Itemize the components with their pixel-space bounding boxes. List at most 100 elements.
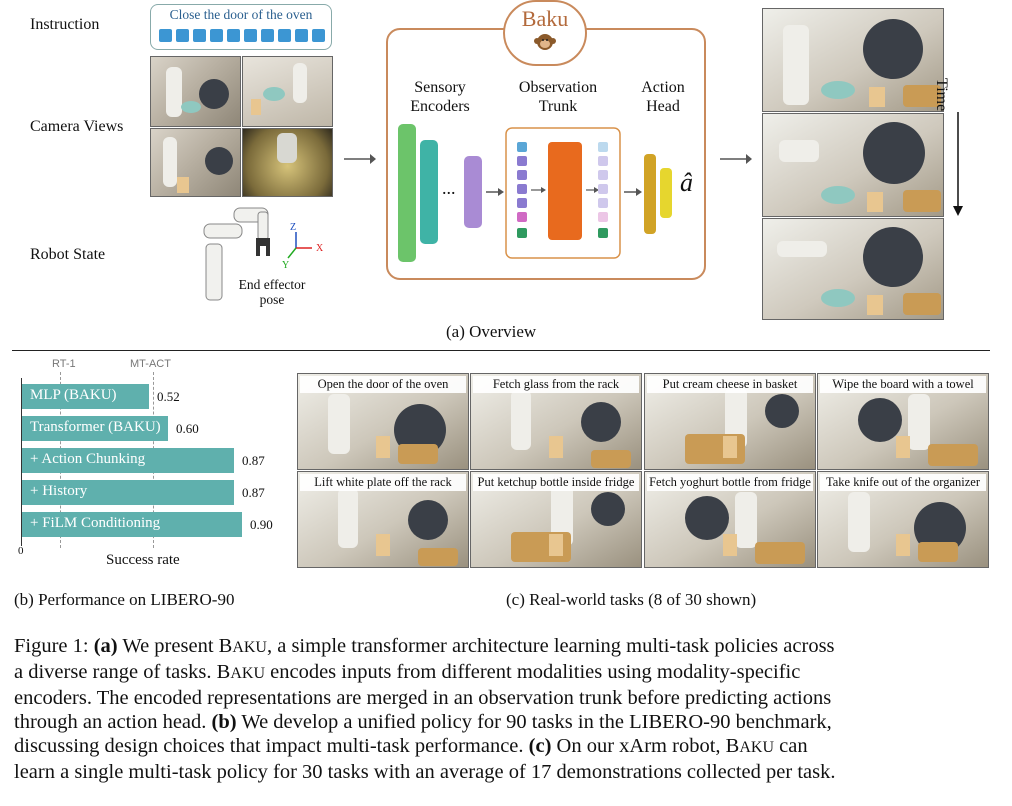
bar-value-label: 0.87 xyxy=(242,453,265,468)
token-row xyxy=(159,29,325,42)
caption-line-6: learn a single multi-task policy for 30 … xyxy=(14,760,1004,784)
observation-trunk-label: Observation Trunk xyxy=(506,78,610,116)
instruction-box: Close the door of the oven xyxy=(150,4,332,50)
caption-bold: (b) xyxy=(211,711,237,733)
sensory-encoders-line-2: Encoders xyxy=(410,98,470,115)
overview-subcaption: (a) Overview xyxy=(446,322,537,341)
trunk-box xyxy=(505,127,621,259)
caption-smallcaps: AKU xyxy=(230,665,265,682)
token xyxy=(295,29,308,42)
caption-smallcaps: AKU xyxy=(739,739,774,756)
arrow-right-icon xyxy=(344,154,376,164)
encoder-bar-purple xyxy=(464,156,482,228)
bar-value-label: 0.90 xyxy=(250,517,273,532)
head-bar-2 xyxy=(660,168,672,218)
bar: + FiLM Conditioning xyxy=(22,512,242,537)
caption-line-4: through an action head. (b) We develop a… xyxy=(14,710,1004,734)
end-effector-line-2: pose xyxy=(259,292,285,307)
end-effector-line-1: End effector xyxy=(238,277,306,292)
bar: Transformer (BAKU) xyxy=(22,416,168,441)
camera-views-label: Camera Views xyxy=(30,118,124,135)
token xyxy=(244,29,257,42)
task-image: Put cream cheese in basket xyxy=(644,373,816,470)
task-image: Fetch yoghurt bottle from fridge xyxy=(644,471,816,568)
transformer-block xyxy=(548,142,582,240)
arrow-right-icon xyxy=(720,154,752,164)
performance-subcaption: (b) Performance on LIBERO-90 xyxy=(14,590,235,609)
task-caption: Fetch glass from the rack xyxy=(473,376,639,393)
camera-view-2 xyxy=(242,56,333,127)
task-caption: Wipe the board with a towel xyxy=(820,376,986,393)
task-caption: Lift white plate off the rack xyxy=(300,474,466,491)
bar-value-label: 0.87 xyxy=(242,485,265,500)
action-head-label: Action Head xyxy=(630,78,696,116)
sensory-encoders-label: Sensory Encoders xyxy=(400,78,480,116)
task-caption: Open the door of the oven xyxy=(300,376,466,393)
caption-bold: (c) xyxy=(528,735,552,757)
axis-y-label: Y xyxy=(282,260,290,271)
ref-label-rt1: RT-1 xyxy=(52,358,76,370)
caption-text: Figure 1: xyxy=(14,635,94,657)
encoder-bar-teal xyxy=(420,140,438,244)
bar: + Action Chunking xyxy=(22,448,234,473)
axis-z-label: Z xyxy=(290,222,297,233)
sensory-encoders-line-1: Sensory xyxy=(414,79,466,96)
camera-view-1 xyxy=(150,56,241,127)
camera-view-4 xyxy=(242,128,333,197)
action-output-symbol: â xyxy=(680,168,693,197)
bar: MLP (BAKU) xyxy=(22,384,149,409)
task-image: Wipe the board with a towel xyxy=(817,373,989,470)
instruction-tokens xyxy=(159,29,325,43)
task-image: Put ketchup bottle inside fridge xyxy=(470,471,642,568)
time-arrow-icon xyxy=(953,112,963,216)
bar-value-label: 0.60 xyxy=(176,421,199,436)
caption-smallcaps: AKU xyxy=(232,639,267,656)
camera-view-3 xyxy=(150,128,241,197)
bar-label: MLP (BAKU) xyxy=(30,387,117,403)
caption-line-5: discussing design choices that impact mu… xyxy=(14,734,1004,760)
bar-label: + FiLM Conditioning xyxy=(30,515,161,531)
bar: + History xyxy=(22,480,234,505)
instruction-text: Close the door of the oven xyxy=(169,7,313,22)
time-frame-1 xyxy=(762,8,944,112)
time-label: Time xyxy=(933,78,950,112)
task-image: Lift white plate off the rack xyxy=(297,471,469,568)
head-bar-1 xyxy=(644,154,656,234)
task-image: Open the door of the oven xyxy=(297,373,469,470)
caption-text: We present B xyxy=(117,635,233,657)
token xyxy=(193,29,206,42)
instruction-label: Instruction xyxy=(30,16,100,33)
caption-text: through an action head. xyxy=(14,711,212,733)
figure-caption: Figure 1: (a) We present BAKU, a simple … xyxy=(14,634,1004,784)
action-head-line-1: Action xyxy=(641,79,685,96)
observation-trunk-line-1: Observation xyxy=(518,79,598,96)
caption-text: , a simple transformer architecture lear… xyxy=(266,635,835,657)
caption-text: discussing design choices that impact mu… xyxy=(14,735,529,757)
task-caption: Put ketchup bottle inside fridge xyxy=(473,474,639,491)
encoder-bar-green xyxy=(398,124,416,262)
token xyxy=(210,29,223,42)
token xyxy=(159,29,172,42)
caption-bold: (a) xyxy=(93,635,118,657)
task-caption: Take knife out of the organizer xyxy=(820,474,986,491)
task-caption: Fetch yoghurt bottle from fridge xyxy=(647,474,813,491)
token xyxy=(176,29,189,42)
caption-line-2: a diverse range of tasks. BAKU encodes i… xyxy=(14,660,1004,686)
bar-label: Transformer (BAKU) xyxy=(30,419,161,435)
caption-text: encodes inputs from different modalities… xyxy=(265,661,801,683)
caption-text: On our xArm robot, B xyxy=(551,735,740,757)
caption-text: We develop a unified policy for 90 tasks… xyxy=(236,711,832,733)
baku-title-badge: Baku xyxy=(503,0,587,66)
x-axis-label: Success rate xyxy=(106,552,180,568)
task-image: Take knife out of the organizer xyxy=(817,471,989,568)
token xyxy=(312,29,325,42)
token xyxy=(261,29,274,42)
bar-label: + Action Chunking xyxy=(30,451,146,467)
caption-text: a diverse range of tasks. B xyxy=(14,661,231,683)
time-frame-2 xyxy=(762,113,944,217)
robot-arm-icon xyxy=(203,207,312,301)
observation-trunk-line-2: Trunk xyxy=(538,98,578,115)
bar-value-label: 0.52 xyxy=(157,389,180,404)
action-head-line-2: Head xyxy=(646,98,680,115)
y-axis-line xyxy=(21,378,22,546)
